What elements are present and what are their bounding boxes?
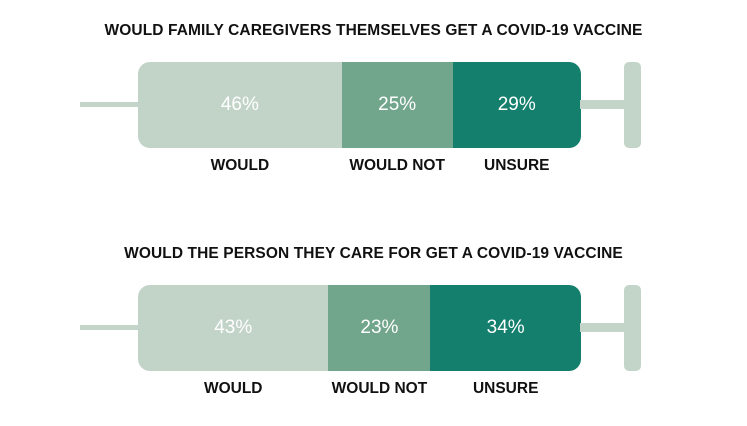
category-label-would-not: WOULD NOT (349, 157, 445, 174)
bar-segment-unsure: 29% (452, 62, 581, 148)
bar-segment-would-not: 25% (341, 62, 453, 148)
syringe-rod (580, 100, 628, 109)
syringe-plunger (624, 285, 641, 371)
category-label-unsure: UNSURE (484, 157, 550, 174)
bar-segment-would-not: 23% (328, 285, 431, 371)
syringe-rod (580, 323, 628, 332)
category-label-unsure: UNSURE (472, 380, 539, 397)
chart-title: WOULD FAMILY CAREGIVERS THEMSELVES GET A… (104, 22, 643, 39)
syringe-plunger (624, 62, 641, 148)
category-label-would-not: WOULD NOT (331, 380, 428, 397)
bar-segment-unsure: 34% (430, 285, 581, 371)
chart-title: WOULD THE PERSON THEY CARE FOR GET A COV… (124, 245, 623, 262)
bar-segment-would: 43% (138, 285, 329, 371)
category-label-would: WOULD (210, 157, 270, 174)
bar-segment-would: 46% (138, 62, 342, 148)
syringe-needle (80, 325, 140, 330)
syringe-needle (80, 102, 140, 107)
syringe-barrel: 46% 25% 29% (138, 62, 581, 148)
category-label-would: WOULD (203, 380, 263, 397)
syringe-barrel: 43% 23% 34% (138, 285, 581, 371)
